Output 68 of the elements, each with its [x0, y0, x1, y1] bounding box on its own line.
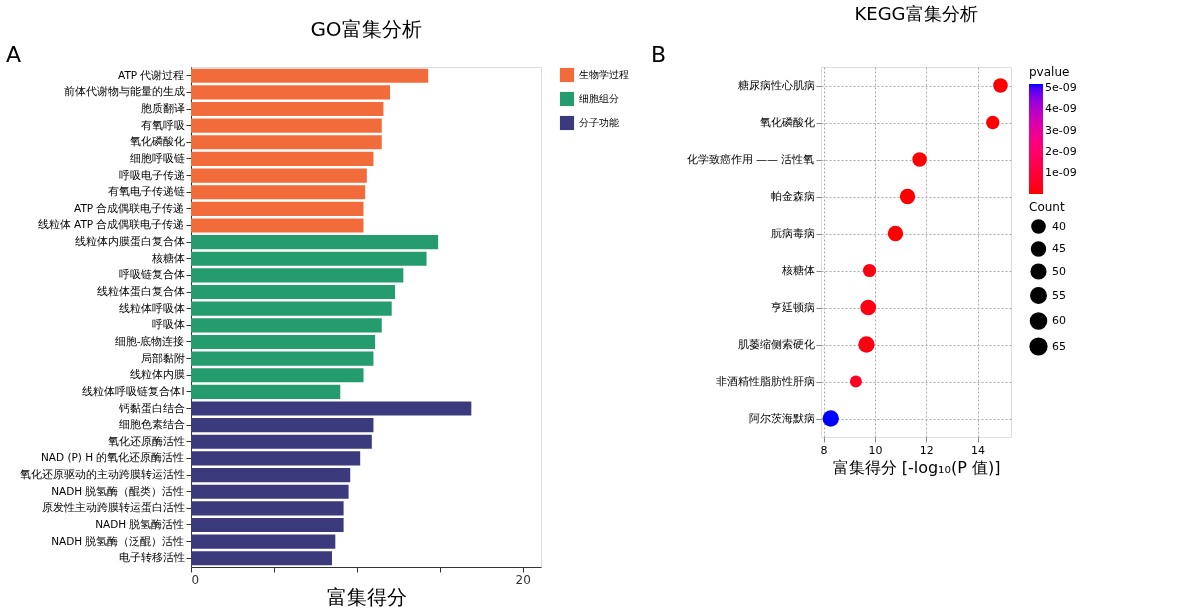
y-tick-label: 呼吸电子传递	[118, 168, 185, 181]
y-tick-label: 呼吸体	[151, 318, 185, 331]
y-tick-label: 线粒体内膜	[129, 368, 185, 381]
text: A	[6, 42, 22, 67]
color-bar-label: 3e-09	[1045, 123, 1077, 137]
color-bar-label: 5e-09	[1045, 81, 1077, 95]
y-tick-label: 线粒体蛋白复合体	[96, 285, 185, 298]
color-bar-label: 4e-09	[1045, 102, 1077, 116]
y-tick-label: 线粒体 ATP 合成偶联电子传递	[37, 218, 185, 231]
legend-label: 65	[1052, 339, 1066, 353]
color-bar-label: 1e-09	[1045, 165, 1077, 179]
x-tick-label: 20	[515, 572, 531, 587]
x-axis-title: 富集得分 [-log₁₀(P 值)]	[832, 457, 1001, 477]
y-tick-label: 帕金森病	[770, 190, 815, 203]
text: B	[651, 42, 667, 67]
x-tick-label: 12	[919, 443, 934, 457]
x-tick-label: 14	[971, 443, 986, 457]
x-tick-label: 10	[868, 443, 883, 457]
color-bar-label: 2e-09	[1045, 144, 1077, 158]
legend-label: 55	[1052, 288, 1066, 302]
y-tick-label: 线粒体呼吸体	[118, 301, 185, 314]
x-tick-label: 8	[820, 443, 828, 457]
y-tick-label: 细胞色素结合	[118, 418, 185, 431]
y-tick-label: 阿尔茨海默病	[748, 412, 815, 425]
legend-title: Count	[1029, 200, 1065, 214]
y-tick-label: 胞质翻译	[140, 102, 185, 115]
y-tick-label: 线粒体呼吸链复合体I	[82, 384, 185, 397]
y-tick-label: 线粒体内膜蛋白复合体	[74, 235, 185, 248]
legend-label: 生物学过程	[579, 69, 629, 80]
y-tick-label: ATP 合成偶联电子传递	[74, 201, 185, 214]
legend-label: 40	[1052, 219, 1066, 233]
y-tick-label: 细胞呼吸链	[129, 151, 185, 164]
y-tick-label: 朊病毒病	[770, 227, 815, 240]
legend-label: 分子功能	[579, 117, 619, 128]
y-tick-label: 原发性主动跨膜转运蛋白活性	[41, 501, 185, 514]
y-tick-label: 氧化还原酶活性	[107, 434, 185, 447]
y-tick-label: 电子转移活性	[118, 551, 185, 564]
legend-label: 细胞组分	[579, 93, 619, 104]
y-tick-label: 化学致癌作用 —— 活性氧	[686, 153, 815, 166]
y-tick-label: 前体代谢物与能量的生成	[63, 85, 185, 98]
y-tick-label: 氧化磷酸化	[129, 135, 185, 148]
y-tick-label: 钙黏蛋白结合	[117, 401, 185, 414]
y-tick-label: 细胞-底物连接	[114, 334, 185, 347]
x-tick-label: 0	[191, 572, 200, 587]
x-axis-title: 富集得分	[326, 584, 407, 609]
y-tick-label: 氧化还原驱动的主动跨膜转运活性	[19, 468, 185, 481]
chart-title: GO富集分析	[310, 17, 422, 41]
y-tick-label: 有氧呼吸	[140, 118, 185, 131]
legend-label: 50	[1052, 264, 1066, 278]
y-tick-label: 氧化磷酸化	[759, 116, 815, 129]
y-tick-label: 局部黏附	[140, 351, 185, 364]
y-tick-label: 呼吸链复合体	[118, 268, 185, 281]
legend-label: 45	[1052, 242, 1066, 255]
y-tick-label: 亨廷顿病	[770, 301, 815, 314]
y-tick-label: 非酒精性脂肪性肝病	[715, 375, 815, 388]
color-bar-title: pvalue	[1029, 65, 1070, 79]
legend-label: 60	[1052, 314, 1066, 327]
y-tick-label: NADH 脱氢酶活性	[95, 517, 185, 530]
y-tick-label: NAD (P) H 的氧化还原酶活性	[40, 451, 185, 464]
y-tick-label: ATP 代谢过程	[118, 68, 185, 81]
y-tick-label: 核糖体	[150, 251, 185, 264]
y-tick-label: NADH 脱氢酶（醌类）活性	[51, 484, 185, 497]
chart-title: KEGG富集分析	[854, 3, 978, 24]
y-tick-label: 有氧电子传递链	[107, 185, 185, 198]
y-tick-label: 肌萎缩侧索硬化	[737, 338, 815, 351]
y-tick-label: 核糖体	[780, 264, 815, 277]
y-tick-label: NADH 脱氢酶（泛醌）活性	[51, 534, 185, 547]
y-tick-label: 糖尿病性心肌病	[737, 79, 815, 92]
